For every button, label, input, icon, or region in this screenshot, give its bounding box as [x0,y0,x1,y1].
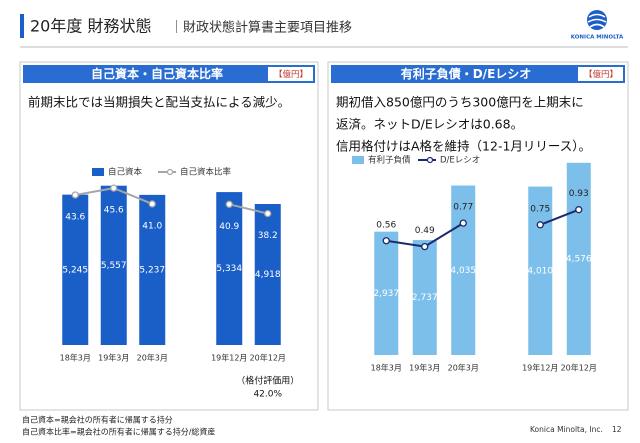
line-value-label: 41.0 [142,221,162,231]
line-value-label: 0.75 [530,204,550,214]
description: 期初借入850億円のうち300億円を上期末に [336,95,584,110]
description: 信用格付けはA格を維持（12-1月リリース）。 [336,139,591,154]
panel-header [331,65,625,83]
bar [566,162,591,355]
line-marker [536,221,544,229]
annotation: （格付評価用） [236,375,299,387]
bar-value-label: 5,237 [139,265,165,275]
legend-marker [426,156,434,164]
panel-header [23,65,315,83]
x-tick-label: 20年12月 [250,353,286,363]
line-marker [225,200,233,208]
x-tick-label: 20年3月 [448,363,479,373]
bar-value-label: 4,010 [527,266,553,276]
slide-subtitle: ｜財政状態計算書主要項目推移 [170,20,352,36]
legend-label: D/Eレシオ [440,156,480,166]
slide-title: 20年度 財務状態 [30,17,151,36]
line-marker [421,242,429,251]
bar-value-label: 5,245 [62,265,88,275]
x-tick-label: 20年3月 [137,353,168,363]
bar-value-label: 4,035 [450,266,476,276]
unit-box [268,67,313,81]
line-value-label: 43.6 [65,213,85,223]
bar-value-label: 2,737 [412,293,438,303]
description: 前期末比では当期損失と配当支払による減少。 [28,95,290,110]
x-tick-label: 18年3月 [371,363,402,373]
line-marker [264,209,272,218]
logo-text: KONICA MINOLTA [571,35,624,41]
legend-label: 有利子負債 [368,155,411,166]
panel [19,61,319,411]
bar [139,194,166,345]
bar-value-label: 5,557 [101,261,127,271]
bar [451,185,476,355]
footnote: 自己資本比率=親会社の所有者に帰属する持分/総資産 [22,427,215,437]
line-marker [382,237,390,245]
x-tick-label: 20年12月 [561,363,597,373]
x-tick-label: 18年3月 [60,353,91,363]
line-value-label: 45.6 [104,206,124,216]
legend-label: 自己資本比率 [180,167,232,178]
line-marker [71,191,79,199]
bar [254,204,281,345]
logo-lines [587,13,607,28]
bar [216,192,243,345]
line-value-label: 0.93 [569,189,589,199]
legend-swatch [352,156,364,164]
page-number: 12 [612,425,622,434]
annotation: 42.0% [253,390,282,400]
line-value-label: 38.2 [258,231,278,241]
bar [528,186,553,355]
line-marker [148,200,156,208]
line-marker [110,184,118,192]
line-value-label: 0.77 [453,203,473,213]
description: 返済。ネットD/Eレシオは0.68。 [336,117,523,132]
legend-swatch [92,168,104,176]
panel-title: 有利子負債・D/Eレシオ [401,66,532,81]
x-tick-label: 19年12月 [522,363,558,373]
line-marker [459,219,467,227]
legend-label: 自己資本 [108,167,143,178]
footnote: 自己資本=親会社の所有者に帰属する持分 [22,415,173,425]
legend-marker [166,168,174,176]
header-accent [20,14,24,38]
unit-label: 【億円】 [584,69,618,80]
bar-value-label: 4,576 [566,254,592,264]
x-tick-label: 19年3月 [98,353,129,363]
line-marker [575,206,583,214]
line-value-label: 0.49 [415,226,435,236]
panel-title: 自己資本・自己資本比率 [91,66,223,81]
bar [62,194,89,345]
x-tick-label: 19年12月 [211,353,247,363]
bar [412,240,437,355]
bar-value-label: 5,334 [216,264,242,274]
unit-box [578,67,623,81]
unit-label: 【億円】 [274,69,308,80]
panel [327,61,629,411]
footer-company: Konica Minolta, Inc. [530,425,603,434]
bar [374,231,399,355]
x-tick-label: 19年3月 [409,363,440,373]
bar-value-label: 2,937 [373,289,399,299]
line-value-label: 0.56 [376,220,396,230]
bar-value-label: 4,918 [255,270,281,280]
line-value-label: 40.9 [219,222,239,232]
bar [100,185,127,345]
